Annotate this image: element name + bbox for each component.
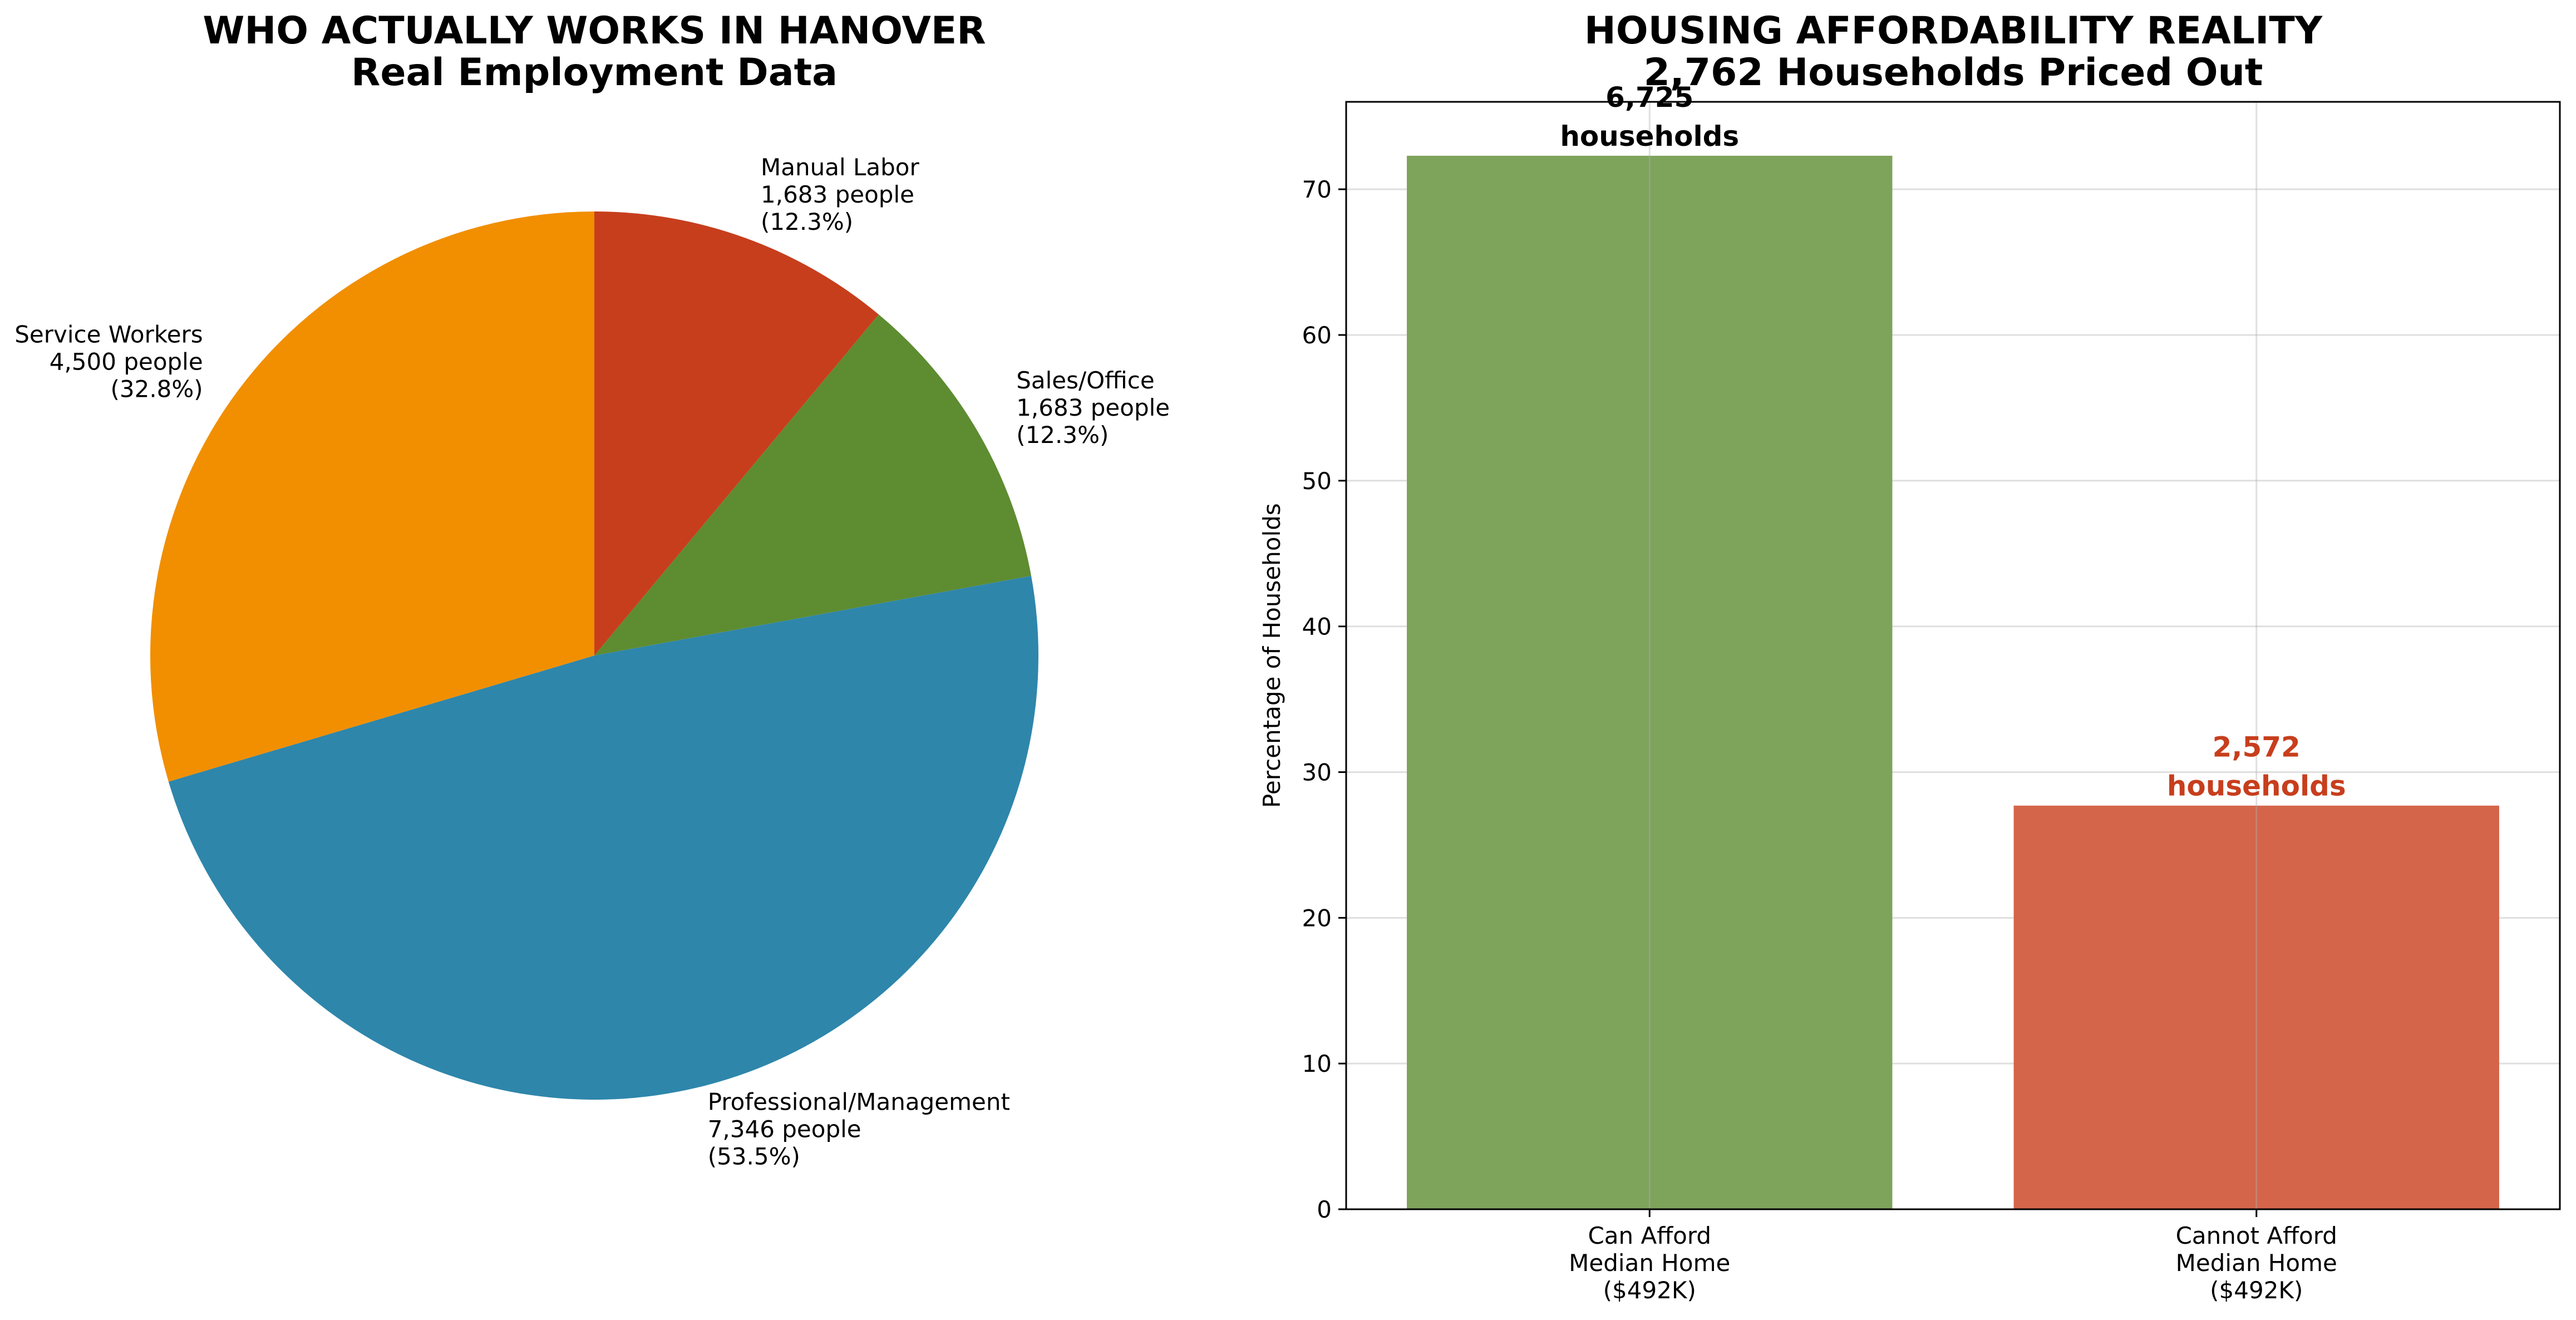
bar-value-labels: 6,725 households 2,572 households — [1560, 81, 2346, 802]
bar-value-label-can-afford: 6,725 households — [1560, 81, 1739, 152]
pie-label-service-workers: Service Workers 4,500 people (32.8%) — [14, 321, 203, 402]
pie-slice-service-workers — [150, 211, 594, 782]
bar-value-label-cannot-afford: 2,572 households — [2167, 731, 2346, 802]
pie-slice-manual-labor — [594, 211, 879, 656]
pie-label-sales-office: Sales/Office 1,683 people (12.3%) — [1016, 367, 1170, 449]
y-tick-label: 30 — [1302, 758, 1332, 786]
y-tick-label: 20 — [1302, 904, 1332, 932]
x-tick-label-cannot-afford: Cannot Afford Median Home ($492K) — [2176, 1222, 2337, 1304]
x-tick-label-can-afford: Can Afford Median Home ($492K) — [1569, 1222, 1730, 1304]
y-tick-label: 50 — [1302, 467, 1332, 495]
y-tick-label: 60 — [1302, 322, 1332, 349]
bar-cannot-afford — [2013, 805, 2499, 1209]
pie-subtitle: Real Employment Data — [351, 51, 838, 95]
pie-slices — [150, 211, 1039, 1100]
bar-ticks: 0 10 20 30 40 50 60 70 Can Afford Median Home ($49… — [1302, 176, 2337, 1304]
pie-slice-professional-management — [168, 575, 1039, 1100]
bar-chart: HOUSING AFFORDABILITY REALITY 2,762 Hous… — [1258, 9, 2561, 1304]
pie-label-professional-management: Professional/Management 7,346 people (53.5… — [708, 1088, 1010, 1170]
bar-title: HOUSING AFFORDABILITY REALITY — [1584, 9, 2323, 53]
bar-can-afford — [1407, 155, 1893, 1209]
pie-labels: Manual Labor 1,683 people (12.3%) Sales/Off… — [14, 154, 1170, 1170]
pie-label-manual-labor: Manual Labor 1,683 people (12.3%) — [761, 154, 919, 235]
bar-subtitle: 2,762 Households Priced Out — [1644, 51, 2263, 95]
y-tick-label: 70 — [1302, 176, 1332, 203]
plot-frame — [1345, 101, 2561, 1210]
pie-slice-sales-office — [594, 314, 1032, 656]
y-tick-label: 40 — [1302, 613, 1332, 641]
y-axis-label: Percentage of Households — [1258, 503, 1285, 808]
y-tick-label: 10 — [1302, 1050, 1332, 1077]
pie-title: WHO ACTUALLY WORKS IN HANOVER — [203, 9, 986, 53]
bar-bars — [1407, 102, 2499, 1209]
pie-chart: WHO ACTUALLY WORKS IN HANOVER Real Emplo… — [14, 9, 1170, 1170]
y-tick-label: 0 — [1317, 1196, 1332, 1223]
